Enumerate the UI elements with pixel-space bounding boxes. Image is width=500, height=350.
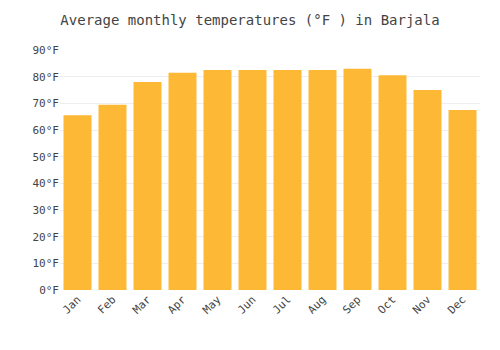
svg-text:Sep: Sep bbox=[340, 293, 363, 316]
svg-text:0°F: 0°F bbox=[39, 284, 59, 297]
svg-text:40°F: 40°F bbox=[33, 177, 60, 190]
svg-text:60°F: 60°F bbox=[33, 124, 60, 137]
svg-text:Jul: Jul bbox=[270, 293, 293, 316]
svg-text:Average monthly temperatures (: Average monthly temperatures (°F ) in Ba… bbox=[60, 12, 439, 28]
svg-text:Dec: Dec bbox=[445, 293, 468, 316]
svg-text:Apr: Apr bbox=[165, 293, 189, 317]
svg-text:Jun: Jun bbox=[235, 293, 258, 316]
svg-text:Mar: Mar bbox=[130, 293, 154, 317]
svg-text:70°F: 70°F bbox=[33, 97, 60, 110]
svg-text:90°F: 90°F bbox=[33, 44, 60, 57]
svg-text:50°F: 50°F bbox=[33, 151, 60, 164]
svg-text:10°F: 10°F bbox=[33, 257, 60, 270]
svg-text:Nov: Nov bbox=[410, 293, 434, 317]
svg-text:30°F: 30°F bbox=[33, 204, 60, 217]
svg-text:Jan: Jan bbox=[60, 293, 83, 316]
svg-text:Aug: Aug bbox=[305, 293, 328, 316]
svg-text:20°F: 20°F bbox=[33, 231, 60, 244]
svg-text:Oct: Oct bbox=[375, 293, 398, 316]
svg-text:Feb: Feb bbox=[95, 293, 118, 316]
svg-text:80°F: 80°F bbox=[33, 71, 60, 84]
svg-text:May: May bbox=[200, 293, 224, 317]
